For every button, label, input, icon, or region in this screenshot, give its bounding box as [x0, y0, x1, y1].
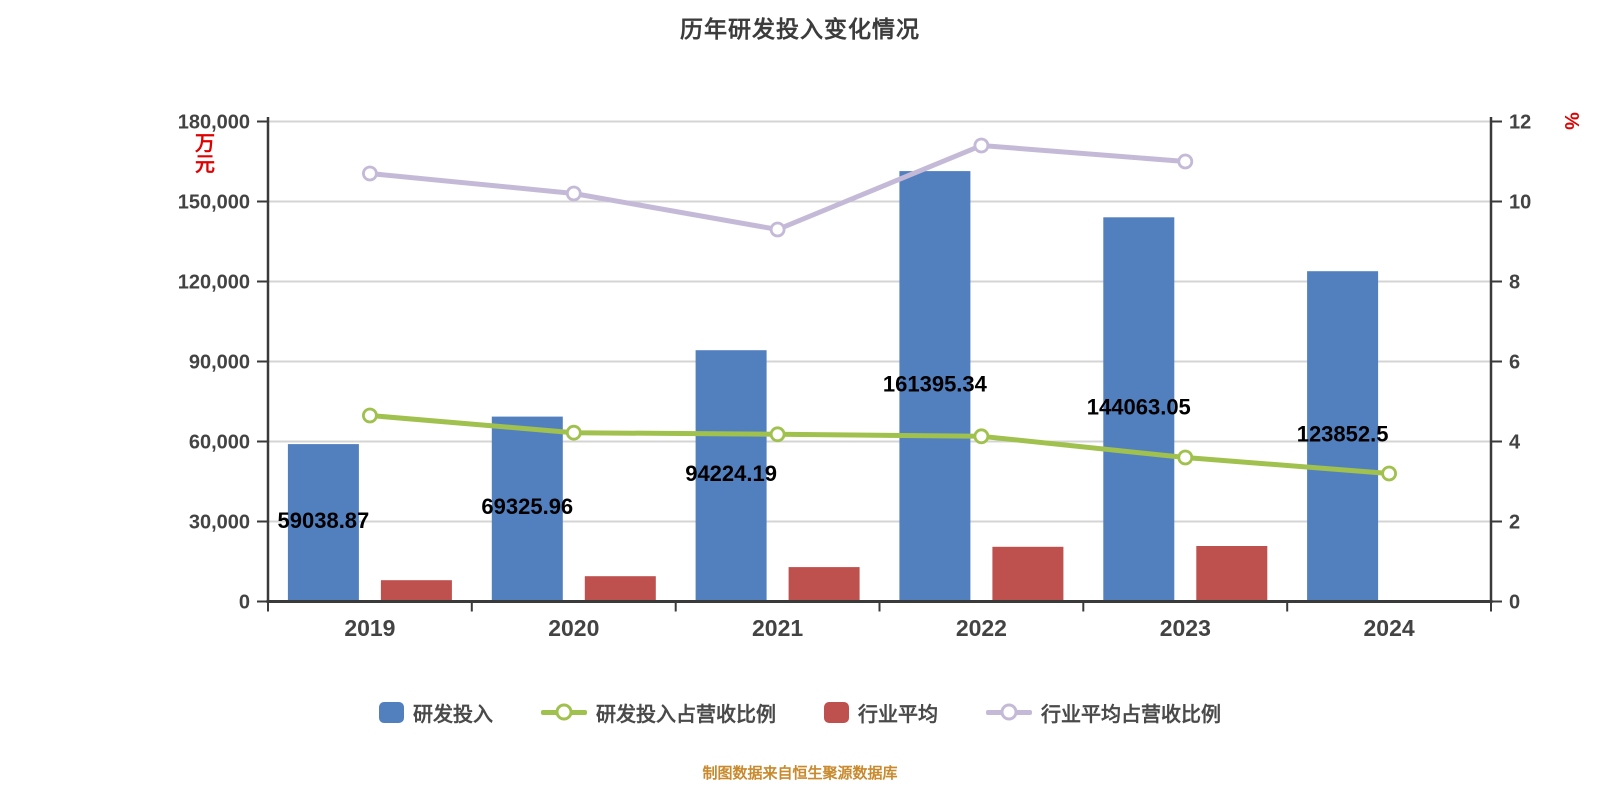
bar — [695, 350, 767, 602]
data-point — [565, 424, 582, 441]
value-label: 161395.34 — [883, 371, 988, 396]
legend-label: 行业平均占营收比例 — [1041, 703, 1221, 726]
bar — [1307, 271, 1379, 602]
x-axis-labels: 2019 2020 2021 2022 2023 2024 — [344, 615, 1415, 641]
legend-item-industry-average: 行业平均 — [824, 698, 938, 727]
axes — [257, 117, 1502, 612]
svg-text:30,000: 30,000 — [189, 512, 250, 534]
bar — [788, 567, 860, 602]
bar — [899, 171, 971, 602]
chart-title: 历年研发投入变化情况 — [680, 16, 920, 42]
data-point — [769, 221, 786, 238]
svg-text:万: 万 — [194, 133, 215, 155]
bar — [1103, 217, 1175, 602]
gridlines — [268, 120, 1491, 523]
bar-series-1 — [380, 546, 1268, 602]
svg-text:12: 12 — [1509, 112, 1531, 134]
bar — [287, 444, 359, 602]
legend-item-rd-investment: 研发投入 — [379, 698, 493, 727]
right-axis-labels: 0 2 4 6 8 10 12 — [1509, 112, 1531, 614]
svg-text:150,000: 150,000 — [178, 192, 250, 214]
data-point — [1381, 465, 1397, 482]
left-axis-labels: 0 30,000 60,000 90,000 120,000 150,000 180,000 — [178, 112, 250, 614]
svg-text:6: 6 — [1509, 352, 1520, 374]
value-label: 94224.19 — [685, 461, 777, 486]
data-point — [973, 428, 990, 445]
data-point — [361, 165, 378, 182]
left-axis-unit: 万元 — [194, 133, 215, 176]
svg-text:180,000: 180,000 — [178, 112, 250, 134]
data-point — [973, 137, 990, 154]
svg-text:0: 0 — [1509, 592, 1520, 614]
bar — [491, 416, 563, 602]
value-label: 123852.5 — [1297, 421, 1389, 446]
data-point — [1177, 153, 1194, 170]
svg-text:8: 8 — [1509, 272, 1520, 294]
data-source-note: 制图数据来自恒生聚源数据库 — [702, 765, 898, 782]
svg-text:元: 元 — [195, 154, 215, 176]
value-label: 144063.05 — [1087, 394, 1191, 419]
chart-legend: 研发投入 研发投入占营收比例 行业平均 行业平均占营收比例 — [0, 696, 1600, 728]
legend-item-rd-ratio: 研发投入占营收比例 — [541, 698, 776, 727]
legend-label: 行业平均 — [858, 703, 938, 726]
bar — [584, 576, 656, 602]
svg-text:90,000: 90,000 — [189, 352, 250, 374]
legend-label: 研发投入 — [413, 703, 493, 726]
svg-text:%: % — [1560, 112, 1582, 130]
value-label: 59038.87 — [278, 508, 370, 533]
svg-text:10: 10 — [1509, 192, 1531, 214]
svg-text:2021: 2021 — [752, 615, 803, 641]
bar — [1196, 546, 1268, 602]
line-series-1 — [361, 137, 1194, 238]
data-point — [565, 185, 582, 202]
data-point — [769, 426, 786, 443]
bar-series-0 — [287, 171, 1379, 602]
line-series-0 — [361, 407, 1397, 482]
line-marker-icon — [986, 703, 1032, 721]
svg-text:2: 2 — [1509, 512, 1520, 534]
svg-text:2022: 2022 — [956, 615, 1007, 641]
bar — [992, 546, 1064, 602]
svg-text:60,000: 60,000 — [189, 432, 250, 454]
legend-item-industry-ratio: 行业平均占营收比例 — [986, 698, 1221, 727]
svg-text:2023: 2023 — [1160, 615, 1211, 641]
bar-swatch-icon — [379, 701, 404, 723]
svg-text:2024: 2024 — [1364, 615, 1415, 641]
svg-text:4: 4 — [1509, 432, 1521, 454]
svg-text:120,000: 120,000 — [178, 272, 250, 294]
value-label: 69325.96 — [481, 494, 573, 519]
bar-swatch-icon — [824, 701, 849, 723]
svg-text:2019: 2019 — [344, 615, 395, 641]
data-point — [1177, 449, 1194, 466]
value-labels: 59038.87 69325.96 94224.19 161395.34 144063.… — [278, 371, 1389, 533]
line-marker-icon — [541, 703, 587, 721]
legend-label: 研发投入占营收比例 — [596, 703, 776, 726]
bar — [380, 580, 452, 602]
data-point — [361, 407, 378, 424]
svg-text:0: 0 — [239, 592, 250, 614]
right-axis-unit: % — [1560, 112, 1582, 130]
svg-text:2020: 2020 — [548, 615, 599, 641]
